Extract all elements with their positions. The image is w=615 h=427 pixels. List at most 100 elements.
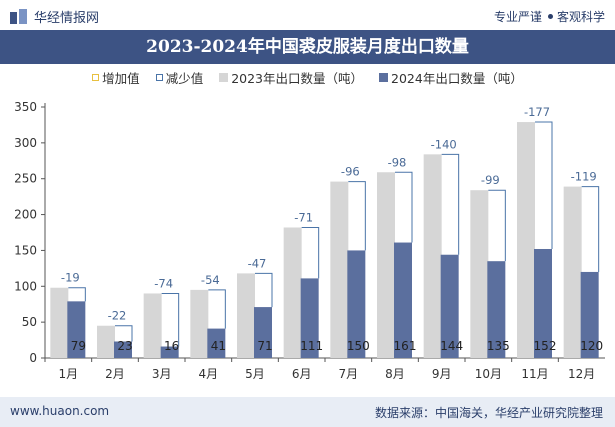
decrease-bracket — [301, 226, 320, 279]
bar-2023 — [377, 172, 395, 358]
bar-2024 — [487, 261, 506, 358]
bar-2024 — [580, 271, 599, 358]
bar-2023 — [50, 287, 69, 358]
bar-2023 — [97, 325, 115, 358]
x-tick-label: 7月 — [339, 367, 359, 381]
value-label-2024: 150 — [347, 339, 370, 353]
value-label-2024: 144 — [440, 339, 463, 353]
y-tick-label: 100 — [14, 279, 37, 293]
y-tick-label: 200 — [14, 208, 37, 222]
change-label: -99 — [481, 173, 500, 187]
decrease-bracket — [255, 272, 273, 308]
y-tick-label: 0 — [29, 351, 37, 365]
bar-2023 — [517, 122, 535, 358]
change-label: -98 — [388, 155, 407, 169]
bar-2024 — [440, 254, 459, 358]
bar-2023 — [190, 289, 209, 358]
legend-2024-swatch-icon — [379, 72, 389, 82]
footer-source: 数据来源：中国海关，华经产业研究院整理 — [374, 406, 603, 420]
x-tick-label: 1月 — [59, 367, 79, 381]
change-label: -140 — [431, 137, 457, 151]
x-tick-label: 11月 — [521, 367, 548, 381]
top-bar: 华经情报网 专业严谨 客观科学 — [0, 0, 615, 30]
value-label-2024: 79 — [71, 339, 86, 353]
x-tick-label: 4月 — [199, 367, 219, 381]
bar-chart: 0 50 100 150 200 250 300 350 -19 79 1月 -22 23 2月 -74 16… — [14, 100, 605, 381]
bar-2024 — [114, 341, 132, 358]
y-tick-label: 50 — [22, 315, 37, 329]
brand-name: 华经情报网 — [34, 11, 100, 26]
value-label-2024: 41 — [211, 339, 226, 353]
value-label-2024: 71 — [257, 339, 272, 353]
huajing-logo-icon — [10, 8, 27, 24]
decrease-bracket — [395, 171, 413, 243]
tagline-left: 专业严谨 — [493, 10, 542, 24]
decrease-bracket — [208, 289, 226, 329]
x-tick-label: 2月 — [105, 367, 125, 381]
legend-item-2023: 2023年出口数量（吨） — [219, 68, 363, 87]
value-label-2024: 120 — [580, 339, 603, 353]
y-tick-label: 350 — [14, 100, 37, 114]
decrease-bracket — [68, 287, 86, 302]
y-tick-label: 300 — [14, 136, 37, 150]
change-label: -96 — [341, 165, 360, 179]
change-label: -71 — [294, 210, 313, 224]
decrease-bracket — [535, 121, 553, 249]
change-label: -54 — [201, 273, 220, 287]
decrease-bracket — [488, 189, 506, 262]
bar-2023 — [283, 227, 302, 358]
footer-website: www.huaon.com — [10, 404, 110, 418]
change-label: -119 — [571, 170, 597, 184]
value-label-2024: 135 — [487, 339, 510, 353]
legend-decrease-swatch-icon — [155, 73, 163, 81]
legend-2023-swatch-icon — [219, 72, 229, 82]
value-label-2024: 111 — [300, 339, 323, 353]
tagline-right: 客观科学 — [556, 10, 605, 24]
change-label: -74 — [154, 276, 173, 290]
legend-item-decrease: 减少值 — [155, 68, 204, 87]
bar-2024 — [160, 346, 179, 358]
legend-increase-swatch-icon — [92, 73, 100, 81]
decrease-bracket — [161, 292, 180, 347]
chart-legend: 增加值 减少值 2023年出口数量（吨） 2024年出口数量（吨） — [0, 66, 615, 88]
x-tick-label: 12月 — [568, 367, 595, 381]
bar-2023 — [143, 293, 162, 358]
bar-2024 — [534, 248, 552, 358]
y-tick-label: 150 — [14, 243, 37, 257]
bar-2023 — [423, 154, 442, 358]
legend-item-2024: 2024年出口数量（吨） — [379, 68, 523, 87]
legend-2023-label: 2023年出口数量（吨） — [231, 70, 364, 86]
bar-2024 — [394, 242, 412, 358]
tagline: 专业严谨 客观科学 — [494, 8, 605, 25]
value-label-2024: 161 — [394, 339, 417, 353]
bar-2024 — [300, 278, 319, 358]
decrease-bracket — [115, 325, 133, 342]
bar-2024 — [254, 307, 272, 358]
legend-item-increase: 增加值 — [92, 68, 140, 87]
decrease-bracket — [348, 181, 366, 251]
x-tick-label: 6月 — [292, 367, 312, 381]
bar-2023 — [330, 181, 349, 358]
bar-2023 — [237, 273, 255, 358]
x-tick-label: 3月 — [152, 367, 172, 381]
bar-2024 — [347, 250, 366, 358]
bar-2024 — [67, 301, 86, 358]
y-tick-label: 250 — [14, 172, 37, 186]
legend-2024-label: 2024年出口数量（吨） — [391, 70, 523, 86]
chart-title: 2023-2024年中国裘皮服装月度出口数量 — [0, 30, 615, 64]
change-label: -19 — [61, 271, 80, 285]
legend-increase-label: 增加值 — [102, 70, 140, 86]
legend-decrease-label: 减少值 — [165, 70, 204, 86]
decrease-bracket — [441, 153, 460, 255]
brand: 华经情报网 — [10, 7, 99, 26]
x-tick-label: 8月 — [385, 367, 405, 381]
bar-2023 — [563, 186, 582, 358]
change-label: -22 — [108, 309, 127, 323]
bar-2023 — [470, 190, 489, 358]
change-label: -47 — [248, 256, 267, 270]
x-tick-label: 5月 — [245, 367, 265, 381]
bar-2024 — [207, 328, 226, 358]
separator-dot-icon — [547, 14, 553, 19]
change-label: -177 — [524, 105, 550, 119]
x-tick-label: 9月 — [432, 367, 452, 381]
